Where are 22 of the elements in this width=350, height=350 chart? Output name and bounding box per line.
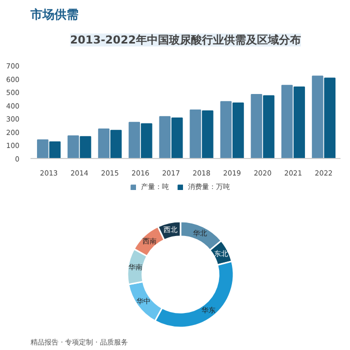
bar [98, 128, 110, 159]
bar [171, 117, 183, 159]
bar [128, 122, 140, 159]
bar [140, 123, 152, 159]
chart-title: 2013-2022年中国玻尿酸行业供需及区域分布 [70, 34, 301, 46]
bar [250, 94, 262, 159]
bar [312, 76, 324, 159]
bar [281, 84, 293, 159]
bar [220, 101, 232, 159]
bar [232, 102, 244, 159]
bar [190, 110, 202, 159]
bar [49, 141, 61, 159]
text: 市场供需 [30, 8, 78, 22]
bar [159, 116, 171, 159]
bar [263, 95, 274, 159]
bar [202, 110, 214, 159]
bar [324, 78, 336, 159]
bar [80, 136, 92, 159]
bar [37, 139, 48, 159]
bar [110, 130, 122, 159]
bar [294, 86, 305, 159]
bar [68, 135, 79, 159]
